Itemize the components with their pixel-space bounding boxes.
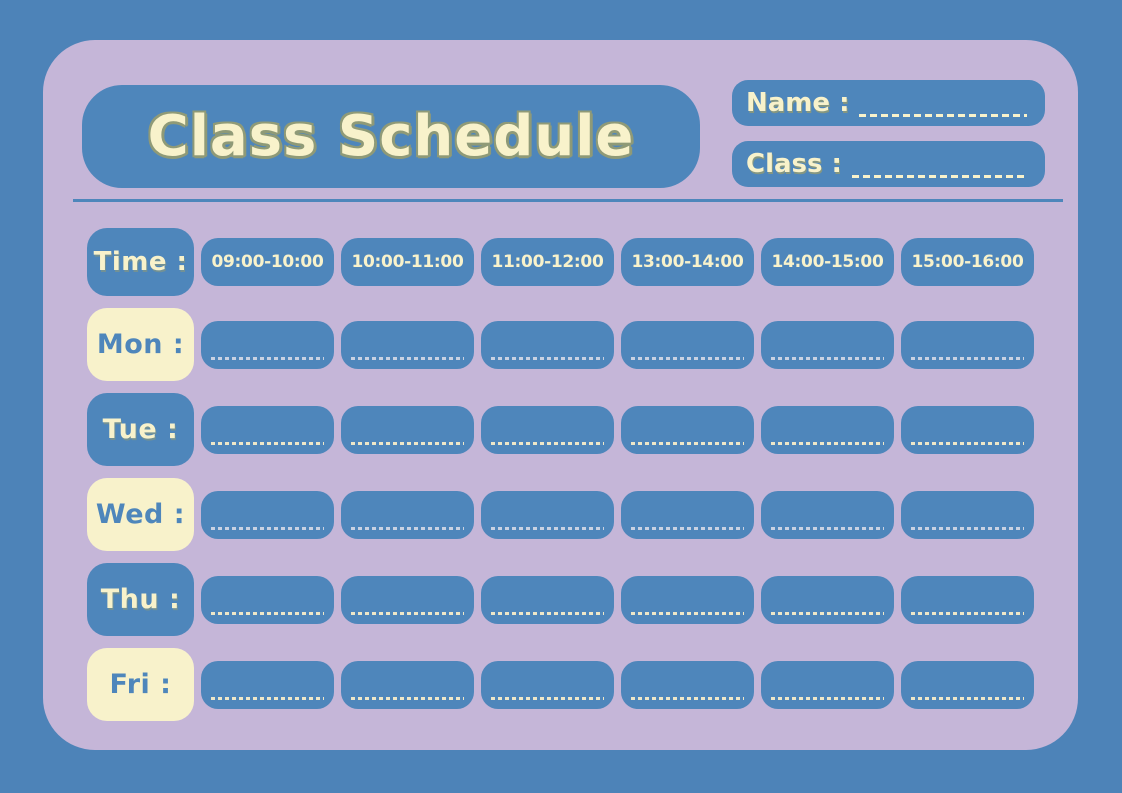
time-slot-4: 13:00-14:00 [621,238,754,286]
write-line [910,696,1025,700]
time-slot-2: 10:00-11:00 [341,238,474,286]
schedule-cell-thu-1[interactable] [201,575,334,624]
schedule-cell-thu-5[interactable] [761,575,894,624]
schedule-cell-tue-2[interactable] [341,405,474,454]
time-slot-4-label: 13:00-14:00 [631,252,744,272]
schedule-cell-tue-1[interactable] [201,405,334,454]
write-line [910,611,1025,615]
write-line [630,441,745,445]
time-slot-1-label: 09:00-10:00 [211,252,324,272]
write-line [630,526,745,530]
schedule-cell-fri-5[interactable] [761,660,894,709]
schedule-cell-mon-2[interactable] [341,320,474,369]
schedule-cell-wed-3[interactable] [481,490,614,539]
schedule-cell-mon-5[interactable] [761,320,894,369]
write-line [770,611,885,615]
time-slot-5-label: 14:00-15:00 [771,252,884,272]
time-slot-5: 14:00-15:00 [761,238,894,286]
schedule-cell-mon-4[interactable] [621,320,754,369]
schedule-cell-mon-6[interactable] [901,320,1034,369]
class-field[interactable]: Class : [732,141,1045,187]
time-header: Time : [87,228,194,296]
class-write-line [851,175,1027,178]
schedule-cell-thu-6[interactable] [901,575,1034,624]
time-slot-2-label: 10:00-11:00 [351,252,464,272]
write-line [210,611,325,615]
schedule-cell-mon-3[interactable] [481,320,614,369]
name-field[interactable]: Name : [732,80,1045,126]
schedule-cell-tue-4[interactable] [621,405,754,454]
time-header-label: Time : [93,247,188,277]
page-title: Class Schedule [147,104,635,169]
write-line [210,696,325,700]
write-line [350,441,465,445]
day-label-wed: Wed : [87,478,194,551]
time-slot-3-label: 11:00-12:00 [491,252,604,272]
schedule-cell-wed-2[interactable] [341,490,474,539]
write-line [630,696,745,700]
schedule-cell-wed-1[interactable] [201,490,334,539]
write-line [490,356,605,360]
time-slot-1: 09:00-10:00 [201,238,334,286]
write-line [770,441,885,445]
schedule-panel: Class Schedule Name : Class : Time : 09:… [43,40,1078,750]
write-line [910,526,1025,530]
schedule-cell-fri-2[interactable] [341,660,474,709]
write-line [490,696,605,700]
schedule-cell-wed-6[interactable] [901,490,1034,539]
write-line [910,356,1025,360]
write-line [490,526,605,530]
name-field-label: Name : [746,88,850,118]
schedule-cell-fri-4[interactable] [621,660,754,709]
day-label-thu: Thu : [87,563,194,636]
write-line [630,611,745,615]
write-line [770,526,885,530]
schedule-cell-thu-3[interactable] [481,575,614,624]
write-line [770,696,885,700]
schedule-cell-fri-3[interactable] [481,660,614,709]
day-label-fri-text: Fri : [109,669,172,700]
schedule-cell-tue-3[interactable] [481,405,614,454]
schedule-cell-thu-4[interactable] [621,575,754,624]
write-line [350,611,465,615]
class-field-label: Class : [746,149,842,179]
day-label-thu-text: Thu : [100,584,181,615]
day-label-mon-text: Mon : [96,329,185,360]
schedule-cell-wed-4[interactable] [621,490,754,539]
header-divider [73,199,1063,202]
write-line [350,696,465,700]
write-line [770,356,885,360]
write-line [490,611,605,615]
time-slot-6: 15:00-16:00 [901,238,1034,286]
schedule-cell-tue-6[interactable] [901,405,1034,454]
schedule-cell-wed-5[interactable] [761,490,894,539]
schedule-cell-fri-1[interactable] [201,660,334,709]
title-banner: Class Schedule [82,85,700,188]
schedule-cell-thu-2[interactable] [341,575,474,624]
write-line [350,356,465,360]
time-slot-3: 11:00-12:00 [481,238,614,286]
day-label-tue-text: Tue : [102,414,179,445]
day-label-fri: Fri : [87,648,194,721]
time-slot-6-label: 15:00-16:00 [911,252,1024,272]
write-line [350,526,465,530]
schedule-cell-fri-6[interactable] [901,660,1034,709]
write-line [210,526,325,530]
write-line [910,441,1025,445]
day-label-tue: Tue : [87,393,194,466]
schedule-grid: Time : 09:00-10:00 10:00-11:00 11:00-12:… [87,228,1034,721]
day-label-mon: Mon : [87,308,194,381]
name-write-line [859,114,1027,117]
write-line [210,356,325,360]
day-label-wed-text: Wed : [95,499,186,530]
schedule-cell-mon-1[interactable] [201,320,334,369]
schedule-cell-tue-5[interactable] [761,405,894,454]
write-line [490,441,605,445]
write-line [210,441,325,445]
write-line [630,356,745,360]
